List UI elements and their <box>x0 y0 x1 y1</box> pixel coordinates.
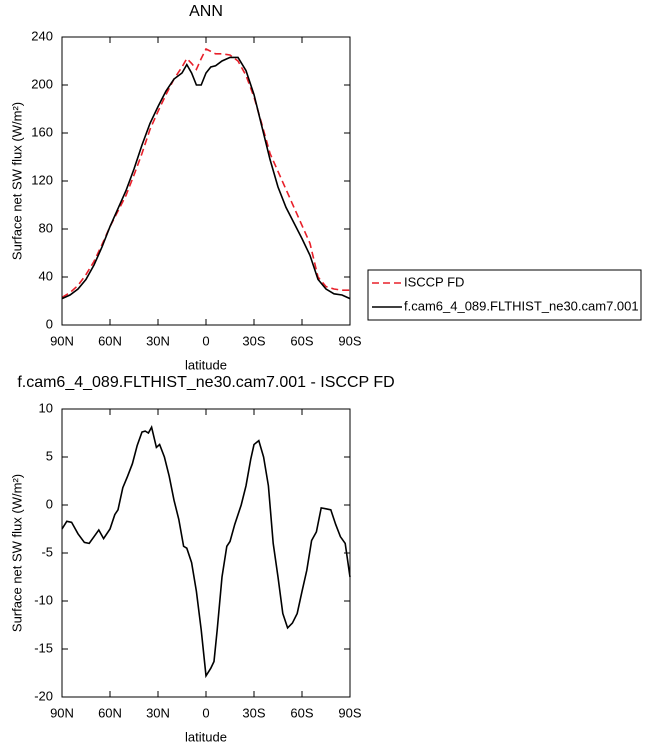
x-tick-label: 60S <box>290 333 313 348</box>
y-axis-label: Surface net SW flux (W/m²) <box>9 102 24 260</box>
x-axis-label: latitude <box>185 729 227 744</box>
x-tick-label: 30N <box>146 705 170 720</box>
x-tick-label: 90S <box>338 705 361 720</box>
data-line <box>61 56 351 300</box>
data-line <box>61 47 350 299</box>
y-tick-label: 120 <box>31 172 53 187</box>
plot-frame <box>61 36 351 326</box>
x-tick-label: 60N <box>98 705 122 720</box>
y-tick-label: 0 <box>46 316 53 331</box>
x-tick-label: 0 <box>202 333 209 348</box>
chart-title: f.cam6_4_089.FLTHIST_ne30.cam7.001 - ISC… <box>17 374 394 391</box>
y-tick-label: 5 <box>46 448 53 463</box>
plot-frame <box>61 408 351 698</box>
y-tick-label: -15 <box>34 640 53 655</box>
x-tick-label: 60N <box>98 333 122 348</box>
chart-title: ANN <box>189 3 223 20</box>
y-tick-label: 40 <box>39 268 53 283</box>
x-tick-label: 60S <box>290 705 313 720</box>
x-tick-label: 90N <box>50 705 74 720</box>
y-tick-label: 240 <box>31 28 53 43</box>
x-tick-label: 0 <box>202 705 209 720</box>
legend-label: f.cam6_4_089.FLTHIST_ne30.cam7.001 <box>404 298 639 313</box>
y-tick-label: -20 <box>34 688 53 703</box>
legend-label: ISCCP FD <box>404 274 464 289</box>
y-tick-label: 80 <box>39 220 53 235</box>
x-tick-label: 90S <box>338 333 361 348</box>
x-tick-label: 30N <box>146 333 170 348</box>
y-tick-label: 200 <box>31 76 53 91</box>
data-line <box>61 425 351 679</box>
y-tick-label: 10 <box>39 400 53 415</box>
y-tick-label: 160 <box>31 124 53 139</box>
y-tick-label: 0 <box>46 496 53 511</box>
x-tick-label: 30S <box>242 705 265 720</box>
x-axis-label: latitude <box>185 357 227 372</box>
y-axis-label: Surface net SW flux (W/m²) <box>9 474 24 632</box>
y-tick-label: -5 <box>41 544 53 559</box>
y-tick-label: -10 <box>34 592 53 607</box>
x-tick-label: 90N <box>50 333 74 348</box>
x-tick-label: 30S <box>242 333 265 348</box>
legend-box <box>367 269 642 321</box>
